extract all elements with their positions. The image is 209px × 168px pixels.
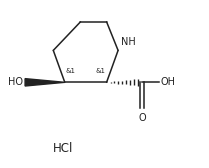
- Polygon shape: [25, 79, 65, 86]
- Text: NH: NH: [121, 37, 136, 47]
- Text: O: O: [138, 113, 146, 123]
- Text: &1: &1: [66, 68, 76, 74]
- Text: OH: OH: [161, 77, 176, 87]
- Text: HO: HO: [8, 77, 23, 87]
- Text: HCl: HCl: [52, 142, 73, 155]
- Text: &1: &1: [96, 68, 106, 74]
